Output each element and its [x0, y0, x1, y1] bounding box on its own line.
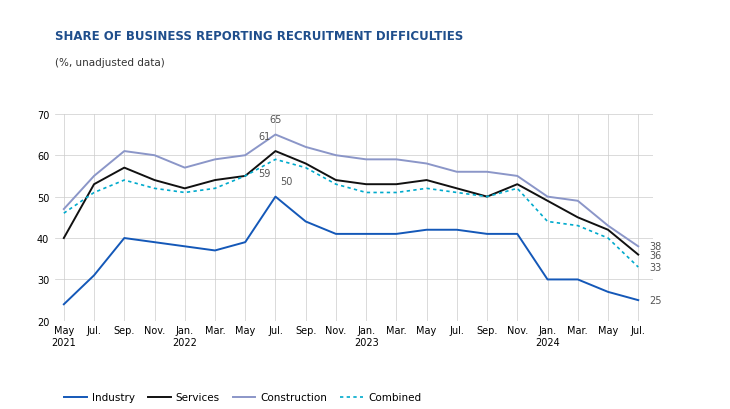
Text: 61: 61	[258, 131, 271, 142]
Text: 50: 50	[280, 177, 292, 187]
Legend: Industry, Services, Construction, Combined: Industry, Services, Construction, Combin…	[60, 388, 426, 407]
Text: 33: 33	[649, 263, 661, 272]
Text: SHARE OF BUSINESS REPORTING RECRUITMENT DIFFICULTIES: SHARE OF BUSINESS REPORTING RECRUITMENT …	[55, 30, 463, 43]
Text: 38: 38	[649, 242, 661, 252]
Text: 65: 65	[269, 115, 282, 125]
Text: (%, unadjusted data): (%, unadjusted data)	[55, 58, 164, 67]
Text: 59: 59	[258, 169, 271, 179]
Text: 36: 36	[649, 250, 661, 260]
Text: 25: 25	[649, 295, 661, 306]
